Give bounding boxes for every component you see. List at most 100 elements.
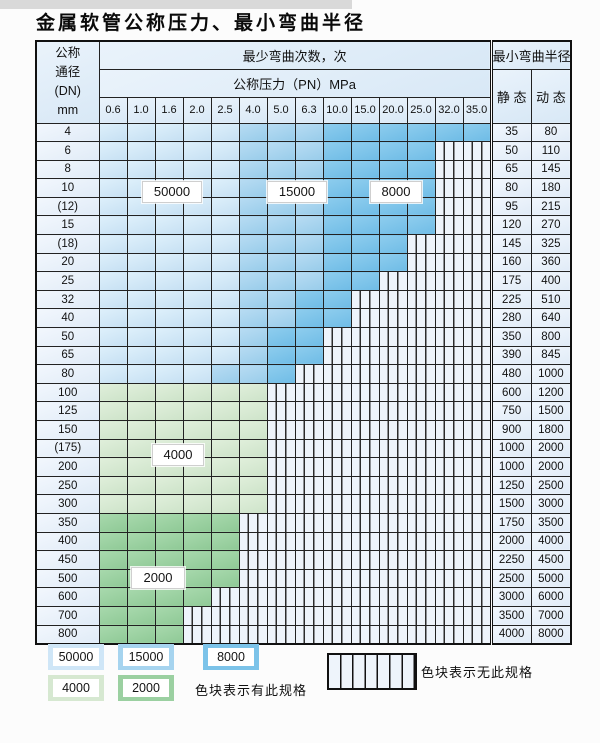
no-spec-cell	[462, 178, 492, 198]
table-row: 150 900 1800	[35, 420, 572, 440]
no-spec-cell	[266, 438, 296, 459]
spec-cell	[98, 178, 128, 198]
spec-cell	[238, 382, 268, 403]
no-spec-cell	[294, 587, 324, 607]
table-row: 50 350 800	[35, 327, 572, 347]
no-spec-cell	[378, 587, 408, 607]
no-spec-cell	[434, 308, 464, 329]
dynamic-radius-cell: 6000	[530, 587, 572, 607]
no-spec-cell	[266, 624, 296, 645]
dynamic-radius-cell: 845	[530, 345, 572, 366]
no-spec-cell	[350, 345, 380, 366]
no-spec-cell	[462, 159, 492, 180]
spec-cell	[98, 289, 128, 310]
spec-cell	[378, 141, 408, 161]
spec-cell	[154, 494, 184, 514]
spec-cell	[154, 605, 184, 626]
dn-cell: 80	[35, 364, 100, 384]
spec-cell	[210, 271, 240, 291]
dynamic-radius-cell: 4500	[530, 550, 572, 570]
spec-cell	[350, 234, 380, 254]
no-spec-cell	[294, 382, 324, 403]
spec-cell	[294, 252, 324, 273]
spec-cell	[350, 159, 380, 180]
static-radius-cell: 225	[489, 289, 532, 310]
no-spec-cell	[378, 568, 408, 589]
spec-cell	[210, 494, 240, 514]
no-spec-cell	[294, 401, 324, 421]
no-spec-cell	[434, 141, 464, 161]
static-radius-cell: 1500	[489, 494, 532, 514]
spec-cell	[126, 550, 156, 570]
spec-cell	[98, 512, 128, 533]
spec-cell	[126, 252, 156, 273]
spec-cell	[210, 364, 240, 384]
static-column-header: 静 态	[489, 68, 532, 124]
no-spec-cell	[434, 327, 464, 347]
no-spec-cell	[210, 587, 240, 607]
legend-swatch-15000: 15000	[118, 644, 174, 670]
pressure-col-header: 1.6	[154, 96, 184, 124]
no-spec-cell	[406, 475, 436, 496]
no-spec-cell	[350, 327, 380, 347]
dn-cell: 250	[35, 475, 100, 496]
legend-swatch-8000: 8000	[203, 644, 259, 670]
dn-line-1: 公称	[55, 46, 81, 61]
spec-cell	[210, 178, 240, 198]
spec-cell	[350, 122, 380, 143]
spec-cell	[322, 252, 352, 273]
dynamic-radius-cell: 4000	[530, 531, 572, 552]
region-label-15000: 15000	[267, 181, 327, 203]
spec-cell	[182, 531, 212, 552]
no-spec-cell	[406, 382, 436, 403]
spec-cell	[322, 159, 352, 180]
no-spec-cell	[294, 475, 324, 496]
spec-cell	[126, 308, 156, 329]
dynamic-radius-cell: 3500	[530, 512, 572, 533]
spec-cell	[210, 475, 240, 496]
spec-cell	[238, 494, 268, 514]
no-spec-cell	[406, 327, 436, 347]
no-spec-cell	[462, 345, 492, 366]
spec-cell	[238, 159, 268, 180]
table-row: 600 3000 6000	[35, 587, 572, 607]
no-spec-cell	[322, 512, 352, 533]
dynamic-radius-cell: 640	[530, 308, 572, 329]
no-spec-cell	[406, 550, 436, 570]
spec-cell	[154, 475, 184, 496]
legend-no-spec-swatch	[327, 653, 417, 690]
no-spec-cell	[434, 196, 464, 217]
spec-cell	[182, 141, 212, 161]
spec-cell	[154, 382, 184, 403]
no-spec-cell	[406, 624, 436, 645]
dynamic-radius-cell: 80	[530, 122, 572, 143]
no-spec-cell	[322, 420, 352, 440]
static-radius-cell: 2000	[489, 531, 532, 552]
no-spec-cell	[182, 624, 212, 645]
no-spec-cell	[406, 420, 436, 440]
no-spec-cell	[350, 457, 380, 477]
spec-cell	[182, 494, 212, 514]
no-spec-cell	[378, 605, 408, 626]
spec-cell	[182, 215, 212, 236]
spec-cell	[406, 215, 436, 236]
no-spec-cell	[378, 475, 408, 496]
pressure-col-header: 2.0	[182, 96, 212, 124]
static-radius-cell: 480	[489, 364, 532, 384]
no-spec-cell	[266, 512, 296, 533]
no-spec-cell	[462, 382, 492, 403]
spec-cell	[126, 289, 156, 310]
spec-cell	[350, 271, 380, 291]
spec-cell	[98, 475, 128, 496]
no-spec-cell	[238, 550, 268, 570]
table-row: (175) 1000 2000	[35, 438, 572, 459]
spec-cell	[154, 364, 184, 384]
spec-cell	[98, 364, 128, 384]
spec-cell	[126, 587, 156, 607]
spec-cell	[238, 420, 268, 440]
spec-cell	[378, 215, 408, 236]
no-spec-cell	[210, 624, 240, 645]
spec-cell	[210, 234, 240, 254]
no-spec-cell	[322, 401, 352, 421]
dynamic-radius-cell: 325	[530, 234, 572, 254]
